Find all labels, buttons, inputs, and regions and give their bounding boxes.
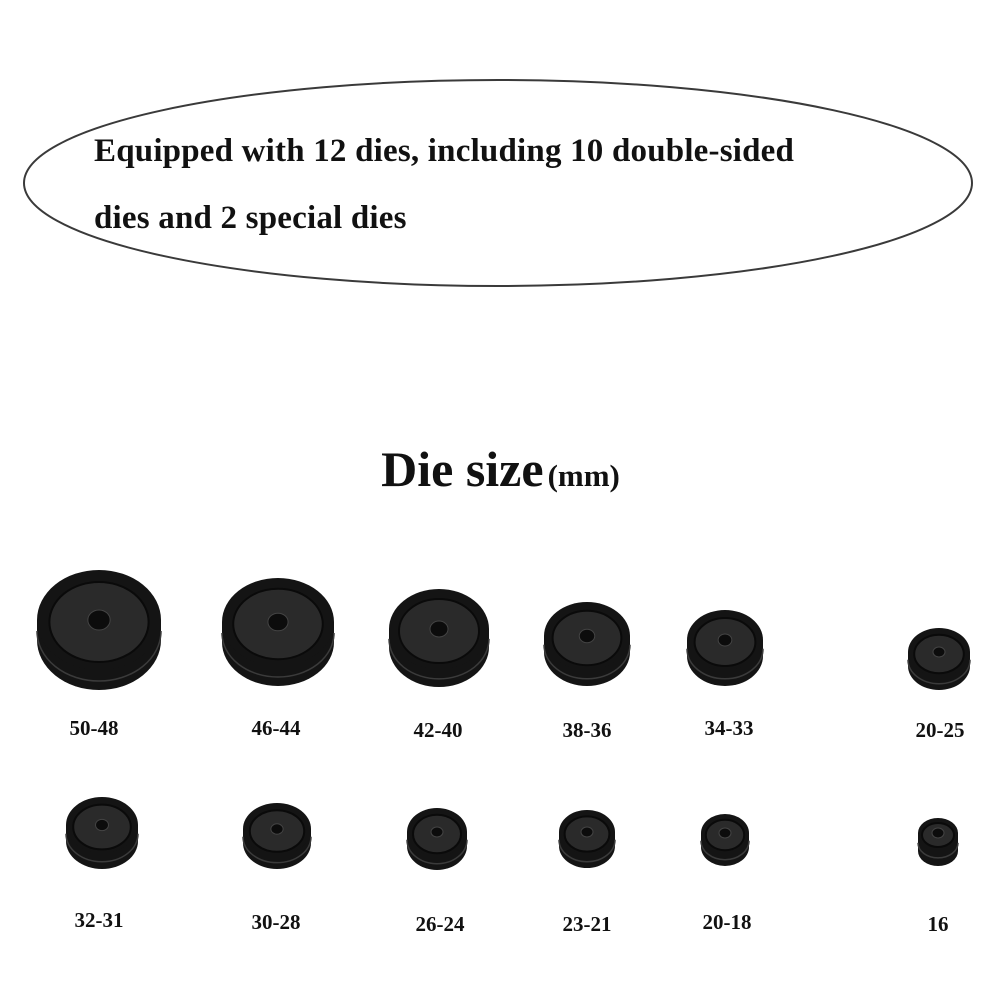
- die-groove: [558, 839, 616, 863]
- die-center-hole: [430, 826, 444, 838]
- die-center-hole: [267, 612, 289, 632]
- die-label-34-33: 34-33: [704, 716, 754, 740]
- die-groove: [65, 833, 139, 863]
- die-label-46-44: 46-44: [251, 716, 301, 740]
- die-38-36: [543, 602, 631, 686]
- banner-line-2: dies and 2 special dies: [94, 200, 407, 236]
- die-label-20-25: 20-25: [915, 718, 965, 742]
- die-label-23-21: 23-21: [562, 912, 612, 936]
- die-groove: [406, 839, 468, 865]
- die-label-42-40: 42-40: [413, 718, 463, 742]
- die-20-25: [907, 628, 971, 690]
- die-groove: [907, 659, 971, 685]
- die-center-hole: [95, 818, 109, 832]
- die-center-hole: [931, 827, 945, 839]
- die-groove: [686, 648, 764, 680]
- die-42-40: [388, 589, 490, 687]
- die-label-20-18: 20-18: [702, 910, 752, 934]
- die-26-24: [406, 808, 468, 870]
- heading-main: Die size: [381, 441, 544, 497]
- die-set: [36, 570, 971, 870]
- die-center-hole: [578, 628, 596, 644]
- die-center-hole: [429, 620, 449, 638]
- die-32-31: [65, 797, 139, 869]
- die-label-30-28: 30-28: [251, 910, 301, 934]
- die-label-26-24: 26-24: [415, 912, 465, 936]
- die-center-hole: [87, 609, 111, 631]
- die-groove: [242, 836, 312, 864]
- die-label-16: 16: [927, 912, 949, 936]
- banner-ellipse: [23, 79, 973, 287]
- die-groove: [388, 638, 490, 680]
- die-center-hole: [270, 823, 284, 835]
- die-label-32-31: 32-31: [74, 908, 124, 932]
- die-20-18: [700, 814, 750, 866]
- die-size-heading: Die size (mm): [0, 440, 1001, 498]
- die-center-hole: [580, 826, 594, 838]
- heading-unit: (mm): [547, 458, 620, 493]
- die-label-50-48: 50-48: [69, 716, 119, 740]
- die-50-48: [36, 570, 162, 690]
- die-center-hole: [717, 633, 733, 647]
- die-34-33: [686, 610, 764, 686]
- die-16: [917, 818, 959, 866]
- die-30-28: [242, 803, 312, 869]
- die-center-hole: [932, 646, 946, 658]
- die-groove: [221, 632, 335, 678]
- die-46-44: [221, 578, 335, 686]
- die-groove: [36, 630, 162, 682]
- die-23-21: [558, 810, 616, 868]
- banner-line-1: Equipped with 12 dies, including 10 doub…: [94, 133, 795, 169]
- die-groove: [917, 842, 959, 859]
- die-label-38-36: 38-36: [562, 718, 612, 742]
- die-groove: [543, 644, 631, 680]
- die-center-hole: [718, 827, 732, 839]
- die-groove: [700, 840, 750, 861]
